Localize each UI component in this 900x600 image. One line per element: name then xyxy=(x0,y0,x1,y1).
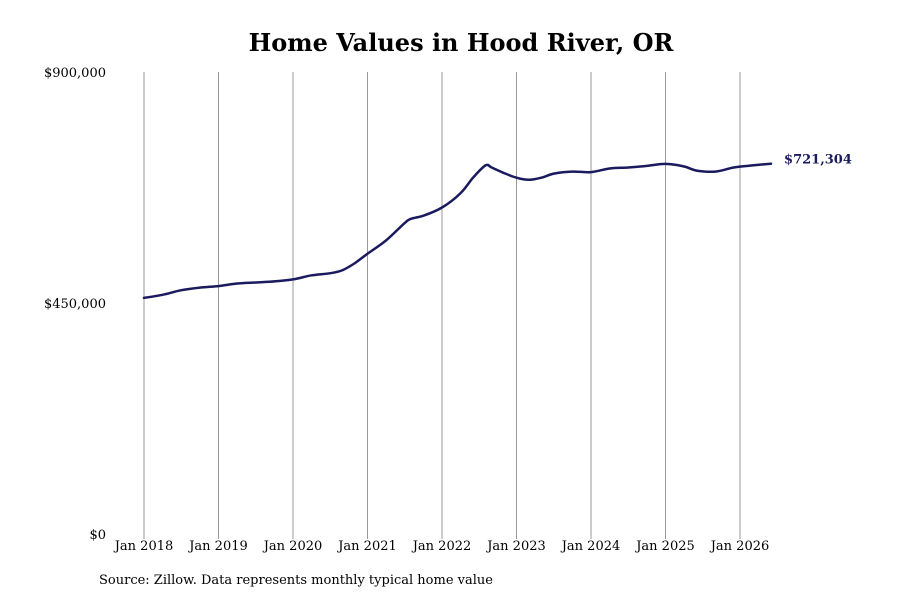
chart-title: Home Values in Hood River, OR xyxy=(248,28,674,57)
series-lines xyxy=(142,162,773,300)
source-note: Source: Zillow. Data represents monthly … xyxy=(99,573,493,588)
y-tick-label: $0 xyxy=(89,528,106,543)
y-tick-label: $900,000 xyxy=(44,66,106,81)
gridlines xyxy=(143,72,741,539)
series-end-labels: $721,304 xyxy=(784,153,852,168)
x-tick-label: Jan 2026 xyxy=(709,539,770,554)
x-tick-label: Jan 2020 xyxy=(262,539,323,554)
x-tick-label: Jan 2025 xyxy=(634,539,695,554)
x-tick-label: Jan 2021 xyxy=(336,539,397,554)
x-tick-label: Jan 2024 xyxy=(560,539,621,554)
series-line xyxy=(142,162,773,300)
x-tick-label: Jan 2018 xyxy=(113,539,174,554)
y-tick-label: $450,000 xyxy=(44,297,106,312)
x-tick-label: Jan 2022 xyxy=(411,539,472,554)
x-axis-ticks: Jan 2018 Jan 2019 Jan 2020 Jan 2021 Jan 2022… xyxy=(113,539,770,554)
series-end-label: $721,304 xyxy=(784,153,852,168)
y-axis-ticks: $0 $450,000 $900,000 xyxy=(44,66,106,543)
x-tick-label: Jan 2019 xyxy=(187,539,248,554)
x-tick-label: Jan 2023 xyxy=(485,539,546,554)
